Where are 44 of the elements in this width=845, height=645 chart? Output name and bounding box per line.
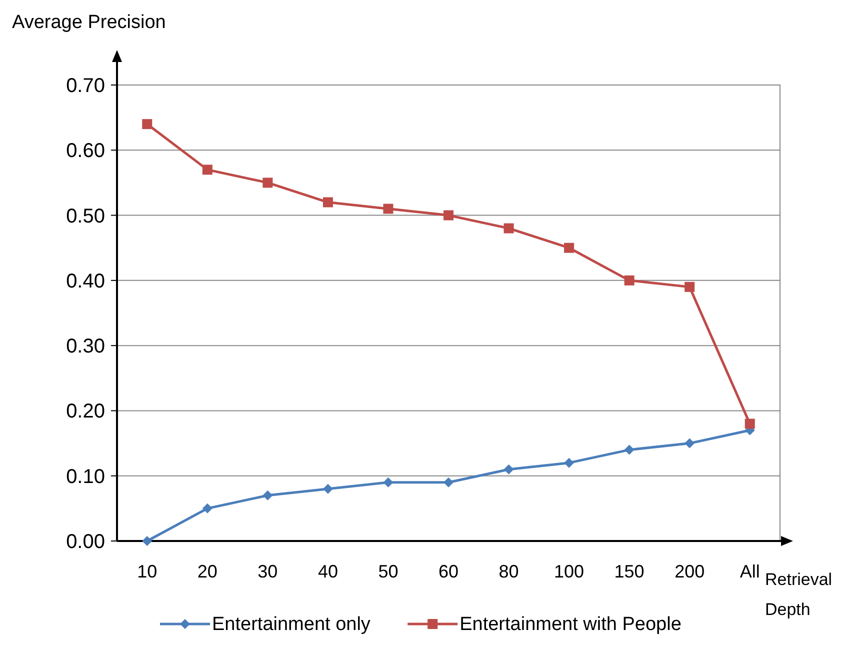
x-tick-label: 30 — [258, 561, 278, 582]
x-tick-label: 20 — [197, 561, 218, 582]
point — [202, 503, 212, 514]
point — [322, 484, 333, 494]
y-axis-title: Average Precision — [12, 12, 166, 33]
point — [564, 242, 574, 253]
y-tick-label: 0.60 — [66, 140, 105, 162]
x-tick-label: All — [740, 561, 760, 582]
y-tick-label: 0.00 — [66, 531, 105, 553]
y-tick-label: 0.40 — [66, 270, 105, 292]
x-tick-label: 50 — [378, 561, 398, 582]
x-axis-title: Retrieval Depth — [765, 570, 832, 619]
point — [202, 164, 212, 175]
point — [322, 197, 333, 208]
point — [444, 210, 454, 220]
x-tick-label: 60 — [438, 561, 459, 582]
point — [383, 477, 394, 488]
point — [624, 275, 634, 286]
x-tick-label: 40 — [318, 561, 338, 582]
y-tick-label: 0.20 — [66, 400, 105, 423]
y-tick-label: 0.50 — [66, 205, 105, 228]
legend-label: Entertainment only — [212, 614, 371, 635]
point — [744, 418, 755, 429]
x-tick-label: 80 — [498, 561, 519, 582]
y-tick-label: 0.30 — [66, 336, 105, 358]
y-tick-label: 0.10 — [66, 466, 105, 488]
x-tick-label: 150 — [614, 561, 644, 582]
point — [383, 204, 394, 214]
point — [262, 490, 273, 500]
x-tick-label: 200 — [674, 561, 705, 582]
y-tick-label: 0.70 — [66, 75, 105, 97]
point — [684, 282, 695, 292]
point — [142, 119, 152, 130]
point — [504, 464, 514, 474]
legend-label: Entertainment with People — [460, 614, 682, 635]
point — [262, 178, 273, 188]
point — [684, 438, 695, 448]
x-tick-label: 100 — [554, 561, 584, 582]
point — [504, 223, 514, 234]
point — [444, 477, 454, 488]
point — [564, 458, 574, 468]
point — [624, 444, 634, 455]
x-tick-label: 10 — [137, 561, 158, 582]
point — [142, 536, 152, 546]
